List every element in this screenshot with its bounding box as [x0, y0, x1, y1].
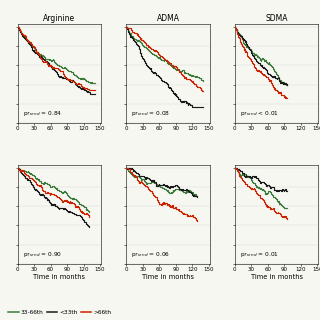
Title: ADMA: ADMA — [156, 14, 180, 23]
X-axis label: Time in months: Time in months — [33, 274, 85, 280]
Legend: 33-66th, <33th, >66th: 33-66th, <33th, >66th — [6, 307, 114, 317]
Text: p$_{Trend}$ = 0.08: p$_{Trend}$ = 0.08 — [131, 109, 171, 118]
Text: p$_{Trend}$ = 0.90: p$_{Trend}$ = 0.90 — [23, 250, 62, 259]
X-axis label: Time in months: Time in months — [251, 274, 303, 280]
Text: p$_{Trend}$ = 0.06: p$_{Trend}$ = 0.06 — [131, 250, 171, 259]
Title: SDMA: SDMA — [265, 14, 288, 23]
Text: p$_{Trend}$ = 0.01: p$_{Trend}$ = 0.01 — [240, 250, 279, 259]
Text: p$_{Trend}$ < 0.01: p$_{Trend}$ < 0.01 — [240, 109, 279, 118]
X-axis label: Time in months: Time in months — [142, 274, 194, 280]
Text: p$_{Trend}$ = 0.84: p$_{Trend}$ = 0.84 — [23, 109, 62, 118]
Title: Arginine: Arginine — [43, 14, 76, 23]
